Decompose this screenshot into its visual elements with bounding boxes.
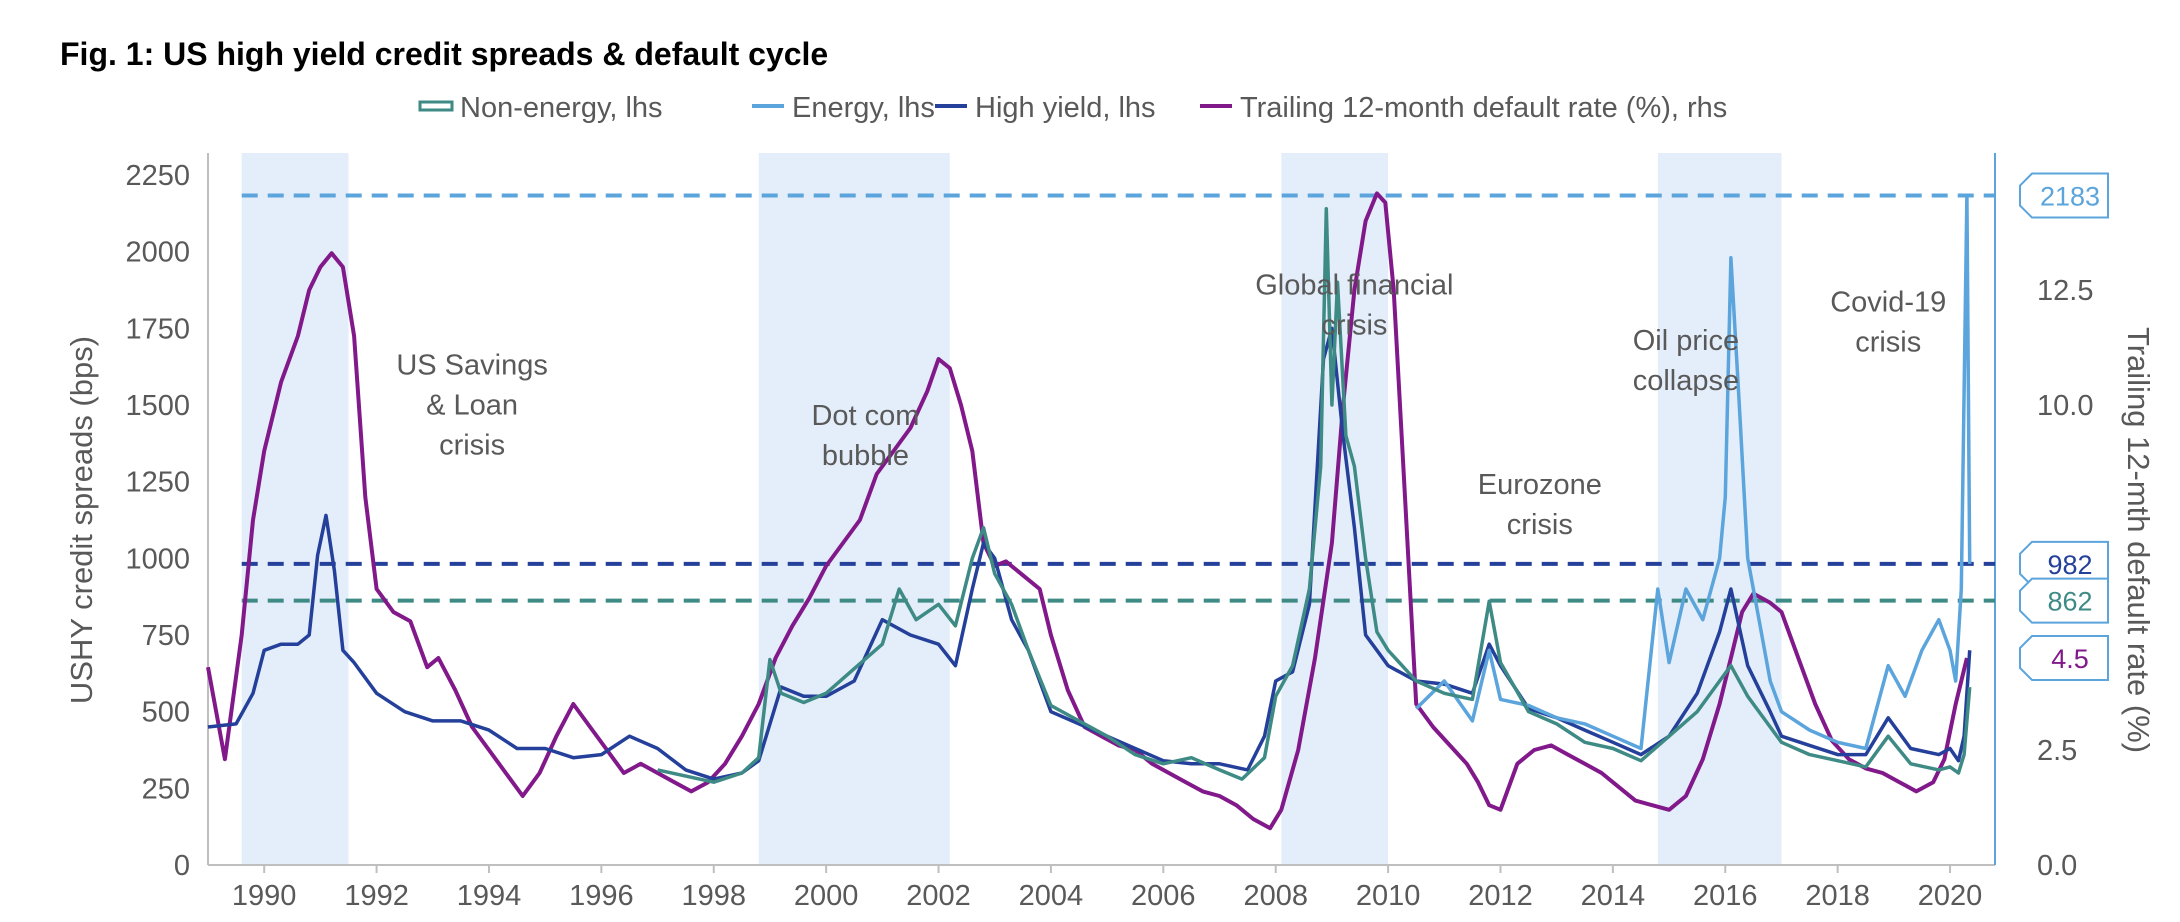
crisis-shading (241, 153, 1782, 865)
y-tick-label: 500 (142, 697, 190, 729)
value-callouts: 2183 982 862 4.5 (2019, 172, 2109, 681)
x-tick-label: 1994 (457, 880, 522, 912)
annotation: Oil price collapse (1633, 325, 1739, 397)
series-line-energy (1414, 193, 1972, 751)
y-axis-label: USHY credit spreads (bps) (64, 336, 99, 704)
y-tick-label: 250 (142, 773, 190, 805)
x-tick-label: 2018 (1805, 880, 1870, 912)
x-tick-label: 2000 (794, 880, 859, 912)
y-tick-label: 0 (174, 850, 190, 882)
x-tick-label: 2002 (906, 880, 971, 912)
chart-title: Fig. 1: US high yield credit spreads & d… (60, 36, 828, 72)
callout-energy-box (2019, 172, 2109, 219)
x-tick-label: 1992 (344, 880, 409, 912)
crisis-period-shade (241, 153, 349, 865)
legend-label-non_energy: Non-energy, lhs (460, 92, 663, 124)
y-tick-label: 1750 (125, 313, 190, 345)
y2-tick-label: 0.0 (2037, 850, 2077, 882)
x-tick-label: 2014 (1581, 880, 1646, 912)
legend-label-energy: Energy, lhs (792, 92, 935, 124)
y-tick-label: 1250 (125, 467, 190, 499)
annotation: Global financial crisis (1255, 270, 1453, 342)
annotation: Eurozone crisis (1478, 469, 1602, 541)
y-tick-label: 2250 (125, 160, 190, 192)
callout-non_energy-box (2019, 577, 2109, 624)
y2-tick-label: 2.5 (2037, 735, 2077, 767)
y-tick-label: 750 (142, 620, 190, 652)
x-tick-label: 2008 (1243, 880, 1308, 912)
legend-swatch-non_energy (418, 100, 454, 112)
x-tick-label: 2010 (1356, 880, 1421, 912)
crisis-period-shade (1657, 153, 1782, 865)
x-tick-label: 1990 (232, 880, 297, 912)
y-tick-label: 1000 (125, 543, 190, 575)
crisis-period-shade (758, 153, 950, 865)
x-tick-label: 2004 (1019, 880, 1084, 912)
callout-energy-label: 2183 (2040, 182, 2100, 212)
y2-tick-label: 10.0 (2037, 390, 2093, 422)
reference-lines (241, 193, 1995, 603)
annotation: Covid-19 crisis (1830, 286, 1946, 358)
series-line-high_yield (207, 326, 1972, 781)
legend-label-default_rate: Trailing 12-month default rate (%), rhs (1240, 92, 1727, 124)
callout-non_energy-label: 862 (2047, 587, 2092, 617)
y-tick-label: 2000 (125, 237, 190, 269)
x-tick-label: 2012 (1468, 880, 1533, 912)
annotation: Dot com bubble (811, 400, 919, 472)
callout-default-rate-box (2019, 635, 2109, 681)
x-tick-label: 1996 (569, 880, 634, 912)
x-tick-label: 2016 (1693, 880, 1758, 912)
series-line-non_energy (657, 206, 1972, 784)
x-tick-label: 1998 (681, 880, 746, 912)
y2-axis-label: Trailing 12-mth default rate (%) (2121, 327, 2156, 753)
annotation: US Savings & Loan crisis (396, 349, 548, 461)
y-tick-label: 1500 (125, 390, 190, 422)
x-tick-label: 2020 (1918, 880, 1983, 912)
annotations: US Savings & Loan crisis Dot com bubble Globa… (396, 270, 1946, 541)
legend-label-high_yield: High yield, lhs (975, 92, 1156, 124)
callout-default-rate-label: 4.5 (2051, 644, 2089, 674)
series-lines (206, 191, 1972, 831)
x-tick-label: 2006 (1131, 880, 1196, 912)
axes: 0 250 500 750 1000 1250 1500 1750 2000 2250 0.0 2.5… (64, 153, 2156, 912)
legend: Non-energy, lhs Energy, lhs High yield, lh… (418, 92, 1727, 124)
callout-high_yield-label: 982 (2047, 550, 2092, 580)
y2-tick-label: 12.5 (2037, 275, 2093, 307)
